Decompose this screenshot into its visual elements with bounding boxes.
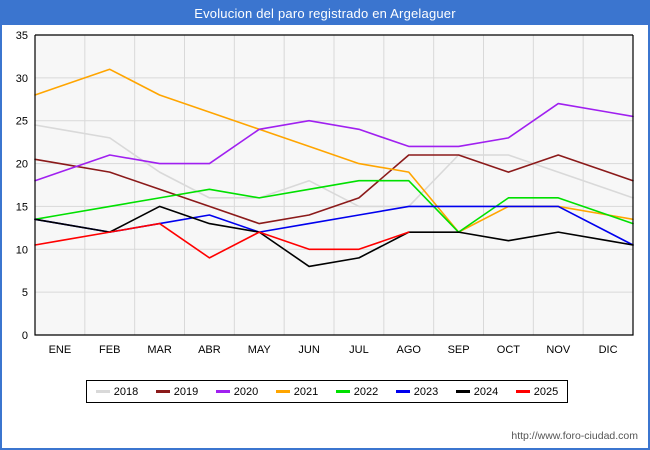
legend-item-2019[interactable]: 2019	[155, 385, 199, 398]
axis-lines	[34, 34, 634, 336]
y-tick-label: 5	[22, 287, 28, 299]
y-axis-ticks: 0 5 10 15 20 25 30 35	[16, 30, 28, 342]
y-tick-label: 20	[16, 159, 28, 171]
legend-label-2022: 2022	[353, 385, 379, 398]
legend-label-2024: 2024	[473, 385, 499, 398]
x-tick-label: JUL	[349, 344, 369, 356]
legend-label-2020: 2020	[233, 385, 259, 398]
window-title-bar: Evolucion del paro registrado en Argelag…	[2, 2, 648, 25]
x-tick-label: OCT	[497, 344, 521, 356]
x-axis-ticks: ENE FEB MAR ABR MAY JUN JUL AGO SEP OCT NOV DIC	[49, 344, 618, 356]
chart-container: 0 5 10 15 20 25 30 35 ENE FEB MAR ABR MAY JUN JUL AGO S…	[2, 25, 648, 448]
x-tick-label: ABR	[198, 344, 221, 356]
x-tick-label: AGO	[397, 344, 422, 356]
source-url: http://www.foro-ciudad.com	[511, 430, 638, 442]
x-tick-label: MAY	[248, 344, 272, 356]
legend-item-2022[interactable]: 2022	[335, 385, 379, 398]
legend-item-2021[interactable]: 2021	[275, 385, 319, 398]
y-tick-label: 15	[16, 201, 28, 213]
legend-item-2023[interactable]: 2023	[395, 385, 439, 398]
series-line-2020	[34, 102, 634, 182]
x-tick-label: MAR	[147, 344, 172, 356]
legend-label-2021: 2021	[293, 385, 319, 398]
legend-swatch-2021	[275, 390, 290, 393]
chart-legend: 2018 2019 2020 2021 2022 2023 2024 2025	[86, 380, 568, 403]
x-tick-label: SEP	[448, 344, 470, 356]
legend-swatch-2020	[215, 390, 230, 393]
x-tick-label: FEB	[99, 344, 120, 356]
page-title: Evolucion del paro registrado en Argelag…	[194, 6, 456, 21]
legend-label-2023: 2023	[413, 385, 439, 398]
legend-item-2018[interactable]: 2018	[95, 385, 139, 398]
series-line-2019	[34, 154, 634, 225]
x-tick-label: DIC	[599, 344, 618, 356]
y-tick-label: 30	[16, 73, 28, 85]
legend-swatch-2024	[455, 390, 470, 393]
legend-item-2020[interactable]: 2020	[215, 385, 259, 398]
y-tick-label: 35	[16, 30, 28, 42]
legend-label-2025: 2025	[533, 385, 559, 398]
series-lines	[34, 68, 634, 268]
y-tick-label: 0	[22, 330, 28, 342]
legend-label-2018: 2018	[113, 385, 139, 398]
legend-label-2019: 2019	[173, 385, 199, 398]
y-tick-label: 10	[16, 244, 28, 256]
y-tick-label: 25	[16, 116, 28, 128]
legend-swatch-2023	[395, 390, 410, 393]
x-tick-label: JUN	[298, 344, 319, 356]
legend-item-2025[interactable]: 2025	[515, 385, 559, 398]
series-line-2025	[34, 222, 410, 259]
legend-swatch-2025	[515, 390, 530, 393]
line-chart: 0 5 10 15 20 25 30 35 ENE FEB MAR ABR MAY JUN JUL AGO S…	[16, 30, 634, 356]
series-line-2022	[34, 179, 634, 233]
legend-swatch-2022	[335, 390, 350, 393]
x-tick-label: ENE	[49, 344, 72, 356]
series-line-2024	[34, 205, 634, 268]
series-line-2018	[34, 124, 634, 208]
legend-swatch-2018	[95, 390, 110, 393]
x-tick-label: NOV	[546, 344, 571, 356]
legend-swatch-2019	[155, 390, 170, 393]
legend-item-2024[interactable]: 2024	[455, 385, 499, 398]
